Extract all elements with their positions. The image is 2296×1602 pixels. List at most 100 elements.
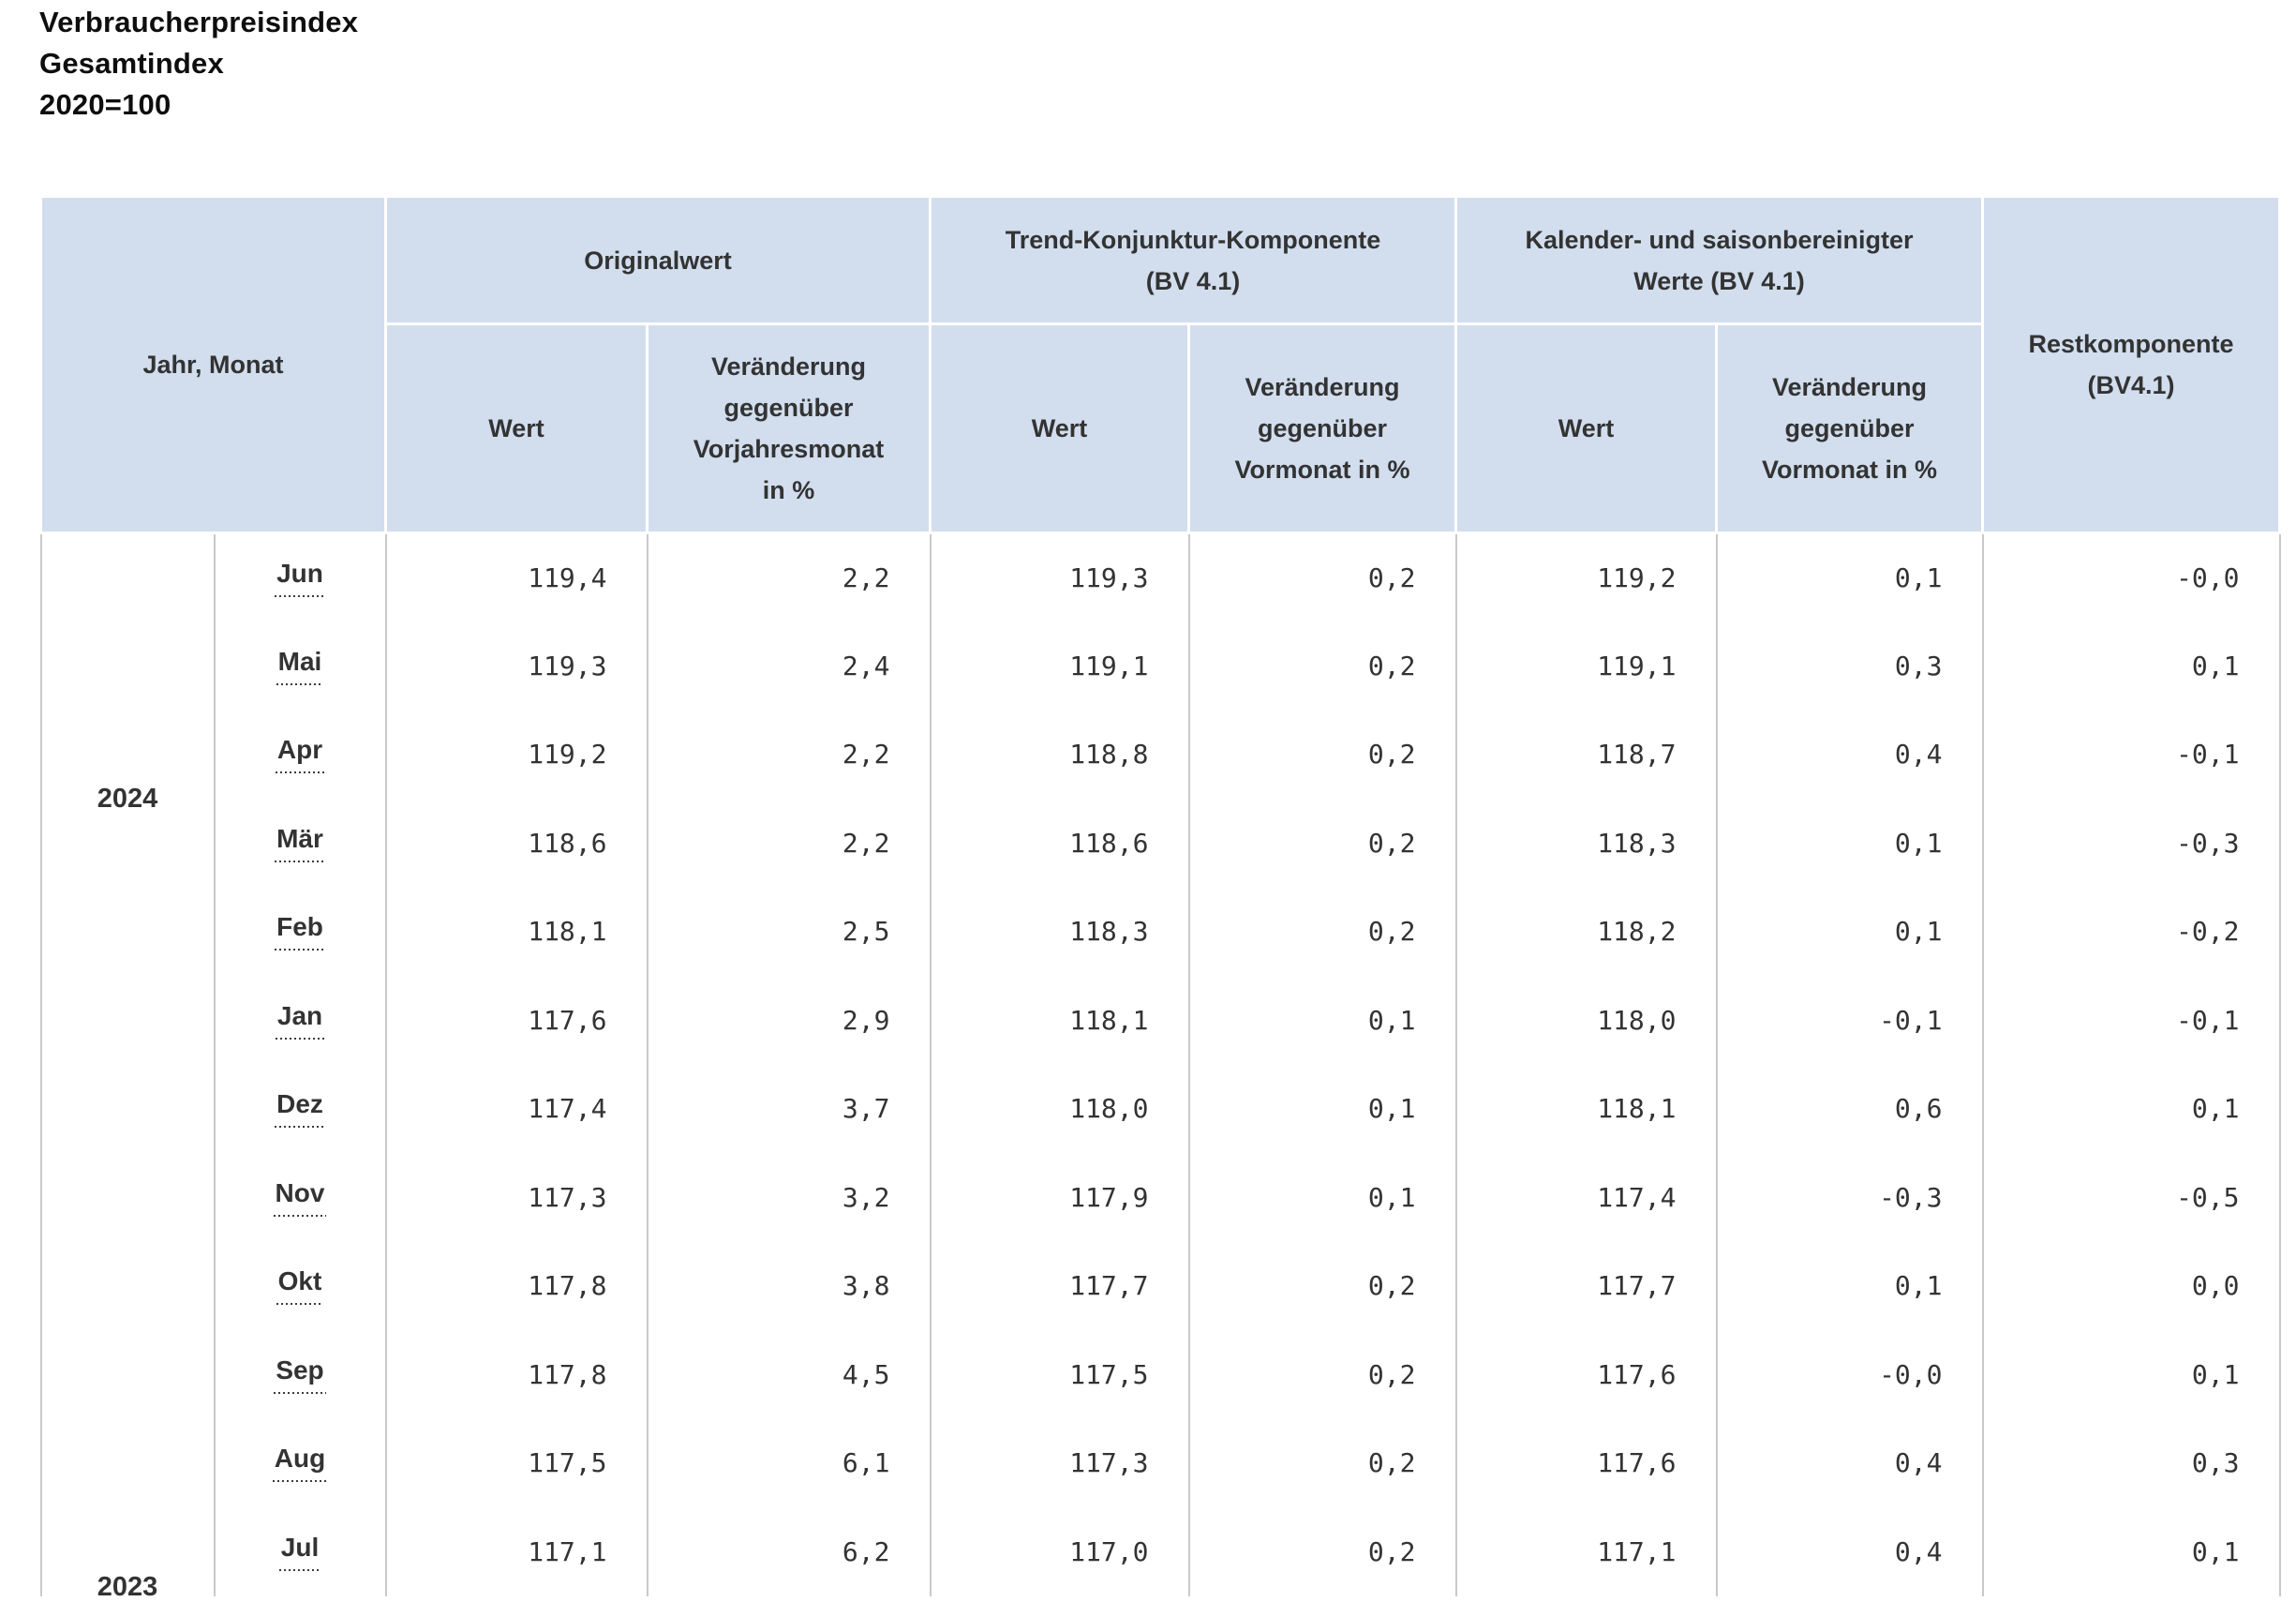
cell-saison-wert: 117,7 [1454, 1241, 1718, 1330]
cell-restkomponente: -0,3 [1981, 799, 2281, 888]
header-group-originalwert: Originalwert [384, 195, 932, 325]
cell-trend-veraenderung: 0,2 [1187, 887, 1457, 976]
month-cell: Feb [213, 887, 387, 976]
month-link[interactable]: Apr [275, 735, 325, 774]
table-row: Apr 119,2 2,2 118,8 0,2 118,7 0,4 -0,1 [41, 710, 2281, 799]
cell-restkomponente: 0,1 [1981, 621, 2281, 711]
cell-originalwert-veraenderung: 6,2 [646, 1507, 932, 1596]
table-row: Okt 117,8 3,8 117,7 0,2 117,7 0,1 0,0 [41, 1241, 2281, 1330]
month-link[interactable]: Jul [278, 1532, 321, 1571]
cell-saison-veraenderung: 0,6 [1715, 1064, 1984, 1153]
table-header: Jahr, Monat Originalwert Trend-Konjunktu… [39, 195, 2281, 534]
cell-originalwert-wert: 118,1 [384, 887, 649, 976]
table-row: Nov 117,3 3,2 117,9 0,1 117,4 -0,3 -0,5 [41, 1153, 2281, 1242]
month-link[interactable]: Dez [275, 1089, 325, 1129]
cell-trend-wert: 117,9 [929, 1153, 1190, 1242]
cell-originalwert-wert: 117,5 [384, 1418, 649, 1507]
header-saison-veraenderung: Veränderung gegenüber Vormonat in % [1715, 322, 1984, 534]
cell-originalwert-veraenderung: 3,8 [646, 1241, 932, 1330]
page-title: Verbraucherpreisindex Gesamtindex 2020=1… [39, 2, 2296, 126]
cell-saison-wert: 117,1 [1454, 1507, 1718, 1596]
table-row: Jan 117,6 2,9 118,1 0,1 118,0 -0,1 -0,1 [41, 976, 2281, 1065]
cell-trend-veraenderung: 0,2 [1187, 1241, 1457, 1330]
month-cell: Sep [213, 1330, 387, 1419]
month-cell: Nov [213, 1153, 387, 1242]
cell-saison-wert: 118,2 [1454, 887, 1718, 976]
month-link[interactable]: Mär [275, 823, 325, 862]
header-trend-wert: Wert [929, 322, 1190, 534]
cell-trend-wert: 117,7 [929, 1241, 1190, 1330]
cell-trend-veraenderung: 0,2 [1187, 1507, 1457, 1596]
cell-trend-wert: 117,3 [929, 1418, 1190, 1507]
cell-trend-wert: 119,1 [929, 621, 1190, 711]
cell-restkomponente: -0,0 [1981, 532, 2281, 621]
month-link[interactable]: Okt [276, 1266, 324, 1306]
month-cell: Aug [213, 1418, 387, 1507]
table-row: Jul 117,1 6,2 117,0 0,2 117,1 0,4 0,1 [41, 1507, 2281, 1596]
cell-saison-veraenderung: -0,3 [1715, 1153, 1984, 1242]
header-restkomponente: Restkomponente (BV4.1) [1981, 195, 2281, 534]
header-originalwert-veraenderung: Veränderung gegenüber Vorjahresmonat in … [646, 322, 932, 534]
cell-originalwert-veraenderung: 6,1 [646, 1418, 932, 1507]
cell-originalwert-veraenderung: 2,5 [646, 887, 932, 976]
table-row: Sep 117,8 4,5 117,5 0,2 117,6 -0,0 0,1 [41, 1330, 2281, 1419]
cell-saison-veraenderung: 0,3 [1715, 621, 1984, 711]
cell-trend-wert: 118,1 [929, 976, 1190, 1065]
cell-originalwert-wert: 119,3 [384, 621, 649, 711]
year-label: 2023 [97, 1571, 158, 1602]
header-originalwert-wert: Wert [384, 322, 649, 534]
header-saison-wert: Wert [1454, 322, 1718, 534]
cell-trend-wert: 117,5 [929, 1330, 1190, 1419]
cell-originalwert-wert: 117,1 [384, 1507, 649, 1596]
cell-originalwert-wert: 117,8 [384, 1241, 649, 1330]
month-link[interactable]: Sep [274, 1355, 326, 1394]
month-link[interactable]: Jun [275, 559, 325, 597]
cell-saison-veraenderung: 0,4 [1715, 1507, 1984, 1596]
header-jahr-monat: Jahr, Monat [39, 195, 387, 534]
month-cell: Mär [213, 799, 387, 888]
cpi-table: Jahr, Monat Originalwert Trend-Konjunktu… [39, 195, 2281, 1601]
header-group-trend-konjunktur: Trend-Konjunktur-Komponente (BV 4.1) [929, 195, 1457, 325]
header-group-kalender-saisonbereinigt: Kalender- und saisonbereinigter Werte (B… [1454, 195, 1984, 325]
month-link[interactable]: Mai [276, 646, 324, 685]
cell-restkomponente: 0,0 [1981, 1241, 2281, 1330]
cell-saison-veraenderung: 0,4 [1715, 710, 1984, 799]
month-link[interactable]: Nov [273, 1177, 327, 1217]
month-link[interactable]: Aug [272, 1444, 328, 1483]
month-cell: Mai [213, 621, 387, 711]
cell-restkomponente: 0,1 [1981, 1064, 2281, 1153]
month-cell: Apr [213, 710, 387, 799]
cell-saison-wert: 117,6 [1454, 1330, 1718, 1419]
cell-restkomponente: -0,5 [1981, 1153, 2281, 1242]
month-cell: Okt [213, 1241, 387, 1330]
table-body: 2024 Jun 119,4 2,2 119,3 0,2 119,2 0,1 -… [39, 532, 2281, 1601]
cell-restkomponente: 0,3 [1981, 1418, 2281, 1507]
cell-saison-wert: 117,4 [1454, 1153, 1718, 1242]
cell-trend-veraenderung: 0,1 [1187, 976, 1457, 1065]
cell-saison-veraenderung: -0,0 [1715, 1330, 1984, 1419]
cell-originalwert-wert: 119,2 [384, 710, 649, 799]
cell-originalwert-veraenderung: 2,9 [646, 976, 932, 1065]
cell-trend-veraenderung: 0,2 [1187, 621, 1457, 711]
cell-saison-wert: 118,7 [1454, 710, 1718, 799]
cell-restkomponente: -0,1 [1981, 976, 2281, 1065]
year-cell-2024: 2024 [39, 532, 216, 1065]
month-cell: Jan [213, 976, 387, 1065]
cell-trend-veraenderung: 0,1 [1187, 1064, 1457, 1153]
cell-originalwert-veraenderung: 3,2 [646, 1153, 932, 1242]
title-line-1: Verbraucherpreisindex [39, 6, 359, 38]
month-link[interactable]: Jan [275, 1000, 325, 1040]
cell-restkomponente: 0,1 [1981, 1507, 2281, 1596]
cell-trend-wert: 118,8 [929, 710, 1190, 799]
month-link[interactable]: Feb [275, 912, 325, 951]
year-label: 2024 [97, 784, 158, 815]
cell-originalwert-wert: 119,4 [384, 532, 649, 621]
cell-originalwert-veraenderung: 4,5 [646, 1330, 932, 1419]
cell-originalwert-veraenderung: 2,2 [646, 710, 932, 799]
cell-restkomponente: -0,2 [1981, 887, 2281, 976]
cell-saison-wert: 119,2 [1454, 532, 1718, 621]
cell-saison-wert: 118,1 [1454, 1064, 1718, 1153]
cell-saison-veraenderung: 0,1 [1715, 532, 1984, 621]
title-line-2: Gesamtindex [39, 47, 224, 80]
cell-originalwert-wert: 117,4 [384, 1064, 649, 1153]
